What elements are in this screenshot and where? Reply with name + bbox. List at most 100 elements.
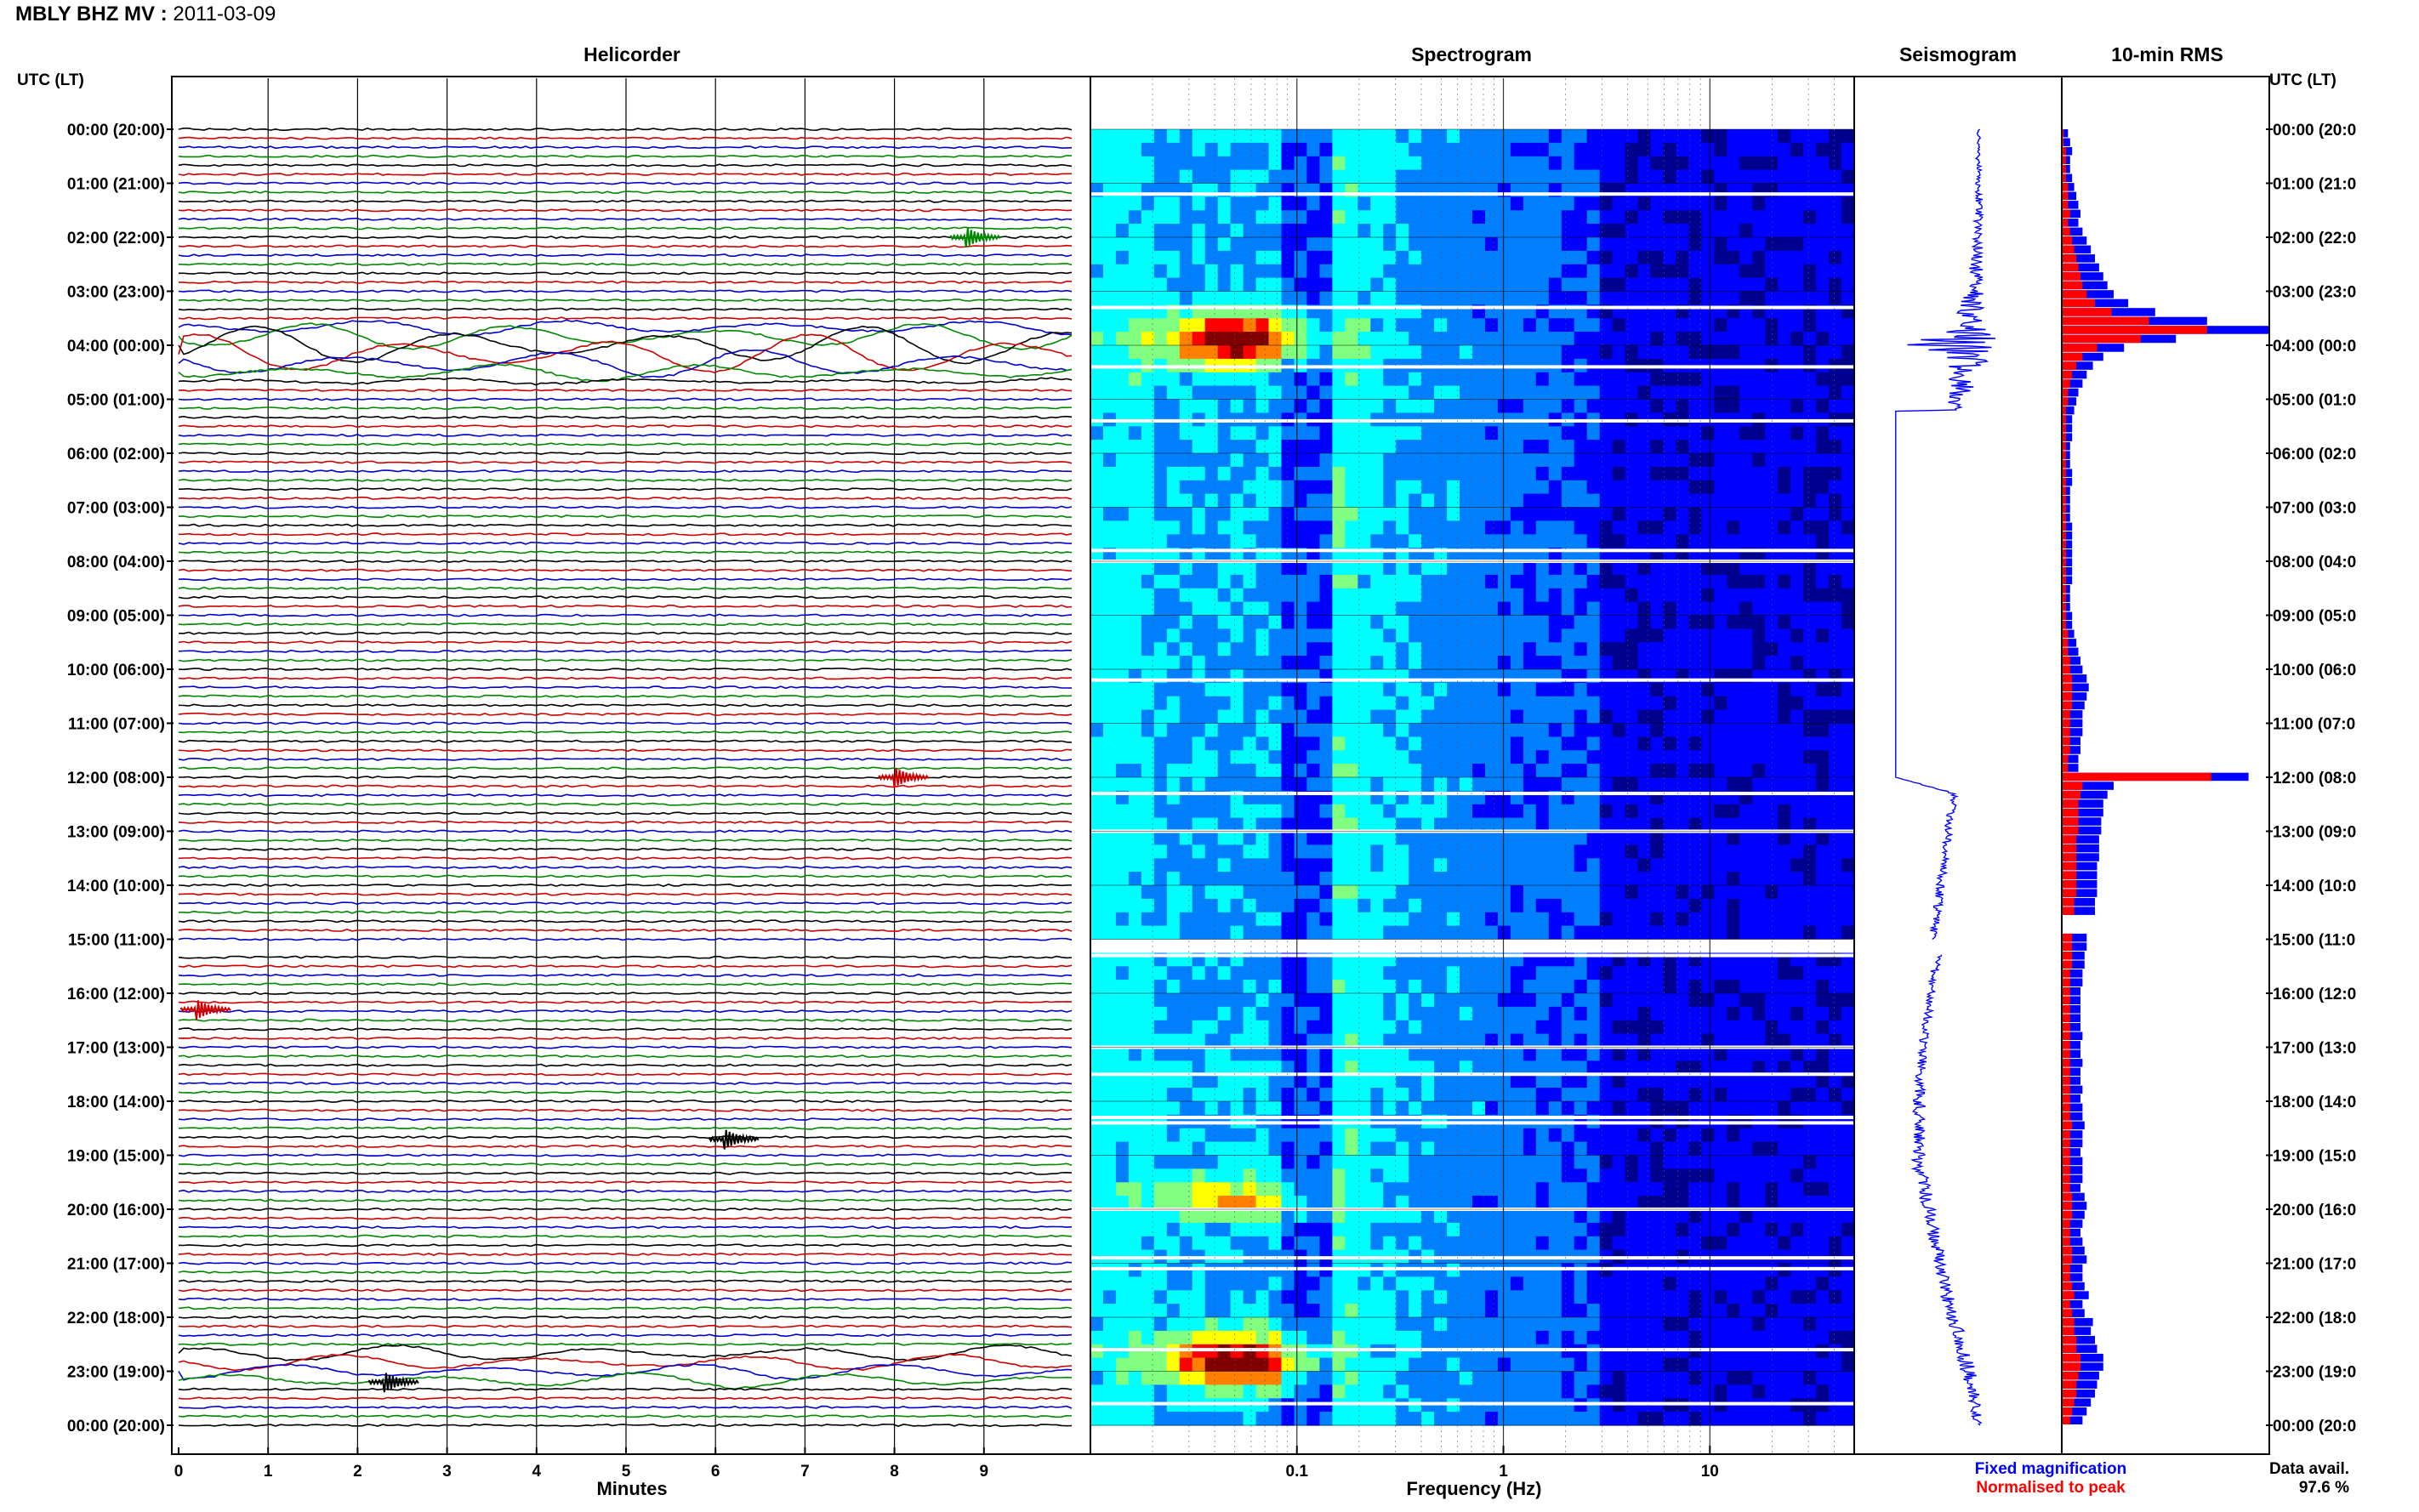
- spectrogram-cell: [1332, 1141, 1346, 1157]
- spectrogram-cell: [1306, 440, 1320, 454]
- spectrogram-cell: [1739, 534, 1753, 549]
- spectrogram-cell: [1523, 156, 1537, 171]
- spectrogram-cell: [1230, 709, 1244, 725]
- spectrogram-cell: [1268, 764, 1283, 778]
- spectrogram-cell: [1115, 453, 1130, 468]
- spectrogram-cell: [1332, 574, 1346, 589]
- spectrogram-cell: [1434, 858, 1448, 873]
- spectrogram-cell: [1230, 601, 1244, 617]
- spectrogram-cell: [1510, 399, 1524, 413]
- spectrogram-cell: [1434, 318, 1448, 333]
- spectrogram-cell: [1574, 1074, 1588, 1089]
- spectrogram-cell: [1128, 804, 1142, 819]
- spectrogram-cell: [1816, 872, 1830, 886]
- spectrogram-cell: [1345, 264, 1358, 279]
- spectrogram-cell: [1765, 1074, 1779, 1089]
- spectrogram-cell: [1586, 129, 1601, 144]
- spectrogram-cell: [1714, 1006, 1727, 1021]
- spectrogram-cell: [1090, 777, 1104, 792]
- spectrogram-cell: [1294, 1155, 1308, 1169]
- spectrogram-cell: [1332, 1074, 1346, 1089]
- spectrogram-cell: [1803, 831, 1817, 845]
- spectrogram-cell: [1535, 210, 1550, 225]
- spectrogram-cell: [1548, 682, 1562, 697]
- spectrogram-cell: [1650, 844, 1665, 859]
- spectrogram-cell: [1217, 277, 1232, 293]
- spectrogram-cell: [1306, 224, 1320, 238]
- spectrogram-cell: [1306, 642, 1320, 657]
- spectrogram-cell: [1204, 642, 1219, 657]
- spectrogram-cell: [1727, 723, 1740, 737]
- spectrogram-cell: [1688, 764, 1702, 778]
- spectrogram-cell: [1841, 1006, 1855, 1021]
- spectrogram-cell: [1370, 777, 1384, 792]
- spectrogram-cell: [1701, 332, 1715, 346]
- spectrogram-cell: [1281, 764, 1295, 778]
- spectrogram-cell: [1727, 709, 1740, 725]
- spectrogram-cell: [1586, 1182, 1601, 1197]
- spectrogram-cell: [1485, 426, 1499, 441]
- spectrogram-cell: [1739, 912, 1753, 927]
- spectrogram-cell: [1141, 980, 1155, 994]
- spectrogram-cell: [1676, 628, 1690, 643]
- spectrogram-cell: [1561, 332, 1575, 346]
- spectrogram-cell: [1421, 507, 1435, 521]
- spectrogram-cell: [1739, 480, 1753, 495]
- spectrogram-cell: [1816, 615, 1830, 629]
- spectrogram-cell: [1103, 1074, 1117, 1089]
- spectrogram-cell: [1460, 1060, 1473, 1075]
- spectrogram-cell: [1739, 574, 1753, 589]
- spectrogram-cell: [1548, 750, 1562, 765]
- spectrogram-cell: [1548, 426, 1562, 441]
- spectrogram-cell: [1625, 466, 1639, 481]
- spectrogram-cell: [1701, 264, 1715, 279]
- spectrogram-cell: [1319, 466, 1333, 481]
- spectrogram-cell: [1612, 1020, 1626, 1035]
- helicorder-trace: [178, 1396, 1073, 1401]
- spectrogram-cell: [1319, 898, 1333, 913]
- spectrogram-cell: [1153, 1155, 1168, 1169]
- spectrogram-cell: [1701, 588, 1715, 603]
- helicorder-trace: [178, 1270, 1073, 1275]
- spectrogram-cell: [1115, 1047, 1130, 1061]
- spectrogram-cell: [1816, 736, 1830, 751]
- spectrogram-cell: [1153, 1141, 1168, 1157]
- spectrogram-cell: [1510, 1168, 1524, 1183]
- spectrogram-cell: [1434, 1155, 1448, 1169]
- spectrogram-cell: [1217, 291, 1232, 305]
- helicorder-trace: [178, 235, 1073, 240]
- spectrogram-cell: [1599, 1141, 1614, 1157]
- spectrogram-cell: [1841, 1020, 1855, 1035]
- spectrogram-cell: [1625, 574, 1639, 589]
- spectrogram-cell: [1637, 696, 1652, 711]
- spectrogram-cell: [1586, 1101, 1601, 1116]
- spectrogram-cell: [1396, 264, 1409, 279]
- spectrogram-cell: [1714, 196, 1727, 211]
- spectrogram-cell: [1523, 561, 1537, 576]
- spectrogram-cell: [1625, 561, 1639, 576]
- helicorder-trace: [178, 322, 1073, 350]
- spectrogram-cell: [1357, 656, 1371, 670]
- spectrogram-cell: [1841, 912, 1855, 927]
- spectrogram-cell: [1281, 1128, 1295, 1143]
- spectrogram-cell: [1294, 224, 1308, 238]
- spectrogram-cell: [1790, 1006, 1804, 1021]
- spectrogram-cell: [1204, 764, 1219, 778]
- spectrogram-cell: [1345, 453, 1358, 468]
- spectrogram-cell: [1141, 764, 1155, 778]
- spectrogram-cell: [1803, 709, 1817, 725]
- spectrogram-cell: [1612, 736, 1626, 751]
- spectrogram-cell: [1243, 399, 1257, 413]
- spectrogram-cell: [1166, 1128, 1181, 1143]
- spectrogram-cell: [1179, 156, 1193, 171]
- spectrogram-cell: [1612, 129, 1626, 144]
- spectrogram-cell: [1497, 129, 1511, 144]
- spectrogram-cell: [1485, 682, 1499, 697]
- spectrogram-cell: [1561, 682, 1575, 697]
- spectrogram-cell: [1294, 480, 1308, 495]
- spectrogram-cell: [1370, 885, 1384, 900]
- spectrogram-cell: [1561, 723, 1575, 737]
- spectrogram-cell: [1230, 440, 1244, 454]
- spectrogram-cell: [1523, 129, 1537, 144]
- spectrogram-cell: [1816, 1088, 1830, 1102]
